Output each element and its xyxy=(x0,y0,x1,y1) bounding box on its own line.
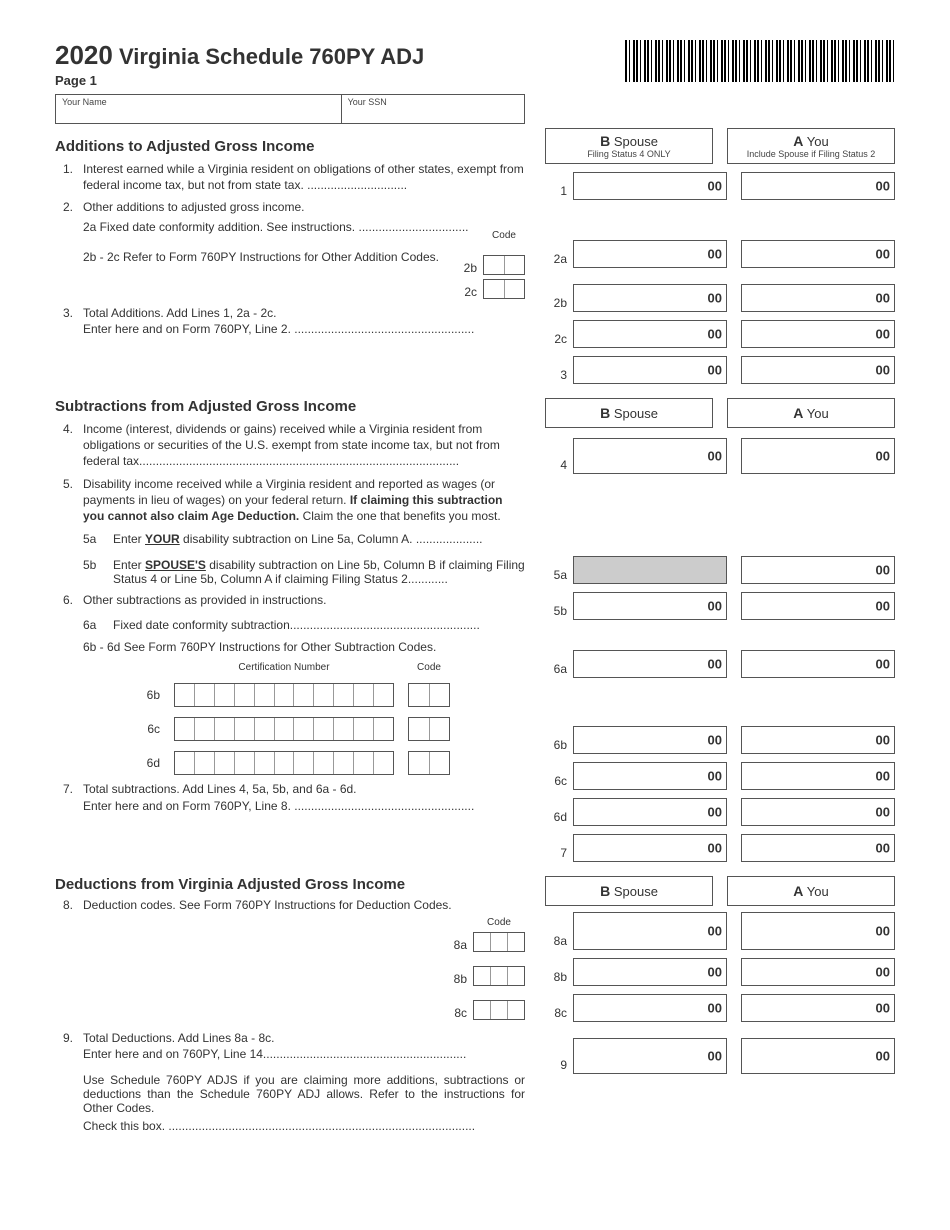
code-6b[interactable] xyxy=(408,683,450,707)
amt-6c-b[interactable]: 00 xyxy=(573,762,727,790)
code-box-8c[interactable] xyxy=(473,1000,525,1020)
line-7b-text: Enter here and on Form 760PY, Line 8. ..… xyxy=(83,799,474,813)
line-6a-text: Fixed date conformity subtraction.......… xyxy=(113,618,525,632)
line-5a-text: Enter YOUR disability subtraction on Lin… xyxy=(113,532,525,546)
amt-7-a[interactable]: 00 xyxy=(741,834,895,862)
amt-2b-a[interactable]: 00 xyxy=(741,284,895,312)
checkbox-line: Check this box. ........................… xyxy=(83,1119,525,1133)
amt-6a-a[interactable]: 00 xyxy=(741,650,895,678)
amt-6c-a[interactable]: 00 xyxy=(741,762,895,790)
line-2a-text: 2a Fixed date conformity addition. See i… xyxy=(83,220,525,234)
form-title: 2020 Virginia Schedule 760PY ADJ xyxy=(55,40,424,71)
your-name-field[interactable]: Your Name xyxy=(56,95,342,123)
line-7-text: Total subtractions. Add Lines 4, 5a, 5b,… xyxy=(83,782,357,796)
code-6d[interactable] xyxy=(408,751,450,775)
line-9-text: Total Deductions. Add Lines 8a - 8c. xyxy=(83,1031,274,1045)
amt-8a-a[interactable]: 00 xyxy=(741,912,895,950)
amt-2a-a[interactable]: 00 xyxy=(741,240,895,268)
amt-5a-b xyxy=(573,556,727,584)
amt-2b-b[interactable]: 00 xyxy=(573,284,727,312)
line-5-text: Disability income received while a Virgi… xyxy=(83,476,525,525)
amt-3-a[interactable]: 00 xyxy=(741,356,895,384)
col-a-header: A You Include Spouse if Filing Status 2 xyxy=(727,128,895,164)
code-box-2b[interactable] xyxy=(483,255,525,275)
col-b-header: B Spouse Filing Status 4 ONLY xyxy=(545,128,713,164)
identity-row: Your Name Your SSN xyxy=(55,94,525,124)
label-2c: 2c xyxy=(464,285,477,299)
amt-4-a[interactable]: 00 xyxy=(741,438,895,474)
cert-6c[interactable] xyxy=(174,717,394,741)
amt-8c-b[interactable]: 00 xyxy=(573,994,727,1022)
barcode xyxy=(625,40,895,82)
tax-year: 2020 xyxy=(55,40,113,70)
code-box-2c[interactable] xyxy=(483,279,525,299)
page-number: Page 1 xyxy=(55,73,424,88)
subtractions-heading: Subtractions from Adjusted Gross Income xyxy=(55,398,525,415)
code-header-sub: Code xyxy=(408,662,450,673)
page-header: 2020 Virginia Schedule 760PY ADJ Page 1 xyxy=(55,40,895,88)
line-6bd-text: 6b - 6d See Form 760PY Instructions for … xyxy=(83,640,525,654)
your-ssn-field[interactable]: Your SSN xyxy=(342,95,524,123)
amt-1-b[interactable]: 00 xyxy=(573,172,727,200)
amt-8a-b[interactable]: 00 xyxy=(573,912,727,950)
col-b-header-sub: B Spouse xyxy=(545,398,713,428)
code-box-8a[interactable] xyxy=(473,932,525,952)
amt-5b-b[interactable]: 00 xyxy=(573,592,727,620)
amt-9-a[interactable]: 00 xyxy=(741,1038,895,1074)
line-2bc-text: 2b - 2c Refer to Form 760PY Instructions… xyxy=(83,250,525,264)
amt-2c-b[interactable]: 00 xyxy=(573,320,727,348)
amt-2c-a[interactable]: 00 xyxy=(741,320,895,348)
cert-6d[interactable] xyxy=(174,751,394,775)
code-6c[interactable] xyxy=(408,717,450,741)
line-5b-text: Enter SPOUSE'S disability subtraction on… xyxy=(113,558,525,586)
col-a-header-sub: A You xyxy=(727,398,895,428)
amt-4-b[interactable]: 00 xyxy=(573,438,727,474)
label-2b: 2b xyxy=(464,261,477,275)
code-box-8b[interactable] xyxy=(473,966,525,986)
amt-6b-b[interactable]: 00 xyxy=(573,726,727,754)
line-9b-text: Enter here and on 760PY, Line 14........… xyxy=(83,1047,466,1061)
line-1-text: Interest earned while a Virginia residen… xyxy=(83,161,525,193)
amt-8b-b[interactable]: 00 xyxy=(573,958,727,986)
amt-6a-b[interactable]: 00 xyxy=(573,650,727,678)
cert-6b[interactable] xyxy=(174,683,394,707)
amt-9-b[interactable]: 00 xyxy=(573,1038,727,1074)
amt-2a-b[interactable]: 00 xyxy=(573,240,727,268)
amt-5a-a[interactable]: 00 xyxy=(741,556,895,584)
amt-6d-a[interactable]: 00 xyxy=(741,798,895,826)
line-4-text: Income (interest, dividends or gains) re… xyxy=(83,421,525,470)
amt-8b-a[interactable]: 00 xyxy=(741,958,895,986)
adjs-note: Use Schedule 760PY ADJS if you are claim… xyxy=(83,1073,525,1115)
deductions-heading: Deductions from Virginia Adjusted Gross … xyxy=(55,876,525,893)
amt-1-a[interactable]: 00 xyxy=(741,172,895,200)
title-rest: Virginia Schedule 760PY ADJ xyxy=(119,44,424,69)
code-header-ded: Code xyxy=(473,917,525,928)
amt-6b-a[interactable]: 00 xyxy=(741,726,895,754)
additions-heading: Additions to Adjusted Gross Income xyxy=(55,138,525,155)
code-header-add: Code xyxy=(483,230,525,241)
line-3-text: Total Additions. Add Lines 1, 2a - 2c. xyxy=(83,306,276,320)
line-2-text: Other additions to adjusted gross income… xyxy=(83,199,525,215)
col-a-header-ded: A You xyxy=(727,876,895,906)
amt-8c-a[interactable]: 00 xyxy=(741,994,895,1022)
col-b-header-ded: B Spouse xyxy=(545,876,713,906)
cert-number-header: Certification Number xyxy=(174,662,394,673)
amt-3-b[interactable]: 00 xyxy=(573,356,727,384)
line-8-text: Deduction codes. See Form 760PY Instruct… xyxy=(83,897,525,913)
amt-5b-a[interactable]: 00 xyxy=(741,592,895,620)
amt-6d-b[interactable]: 00 xyxy=(573,798,727,826)
line-6-text: Other subtractions as provided in instru… xyxy=(83,592,525,608)
line-3b-text: Enter here and on Form 760PY, Line 2. ..… xyxy=(83,322,474,336)
amt-7-b[interactable]: 00 xyxy=(573,834,727,862)
